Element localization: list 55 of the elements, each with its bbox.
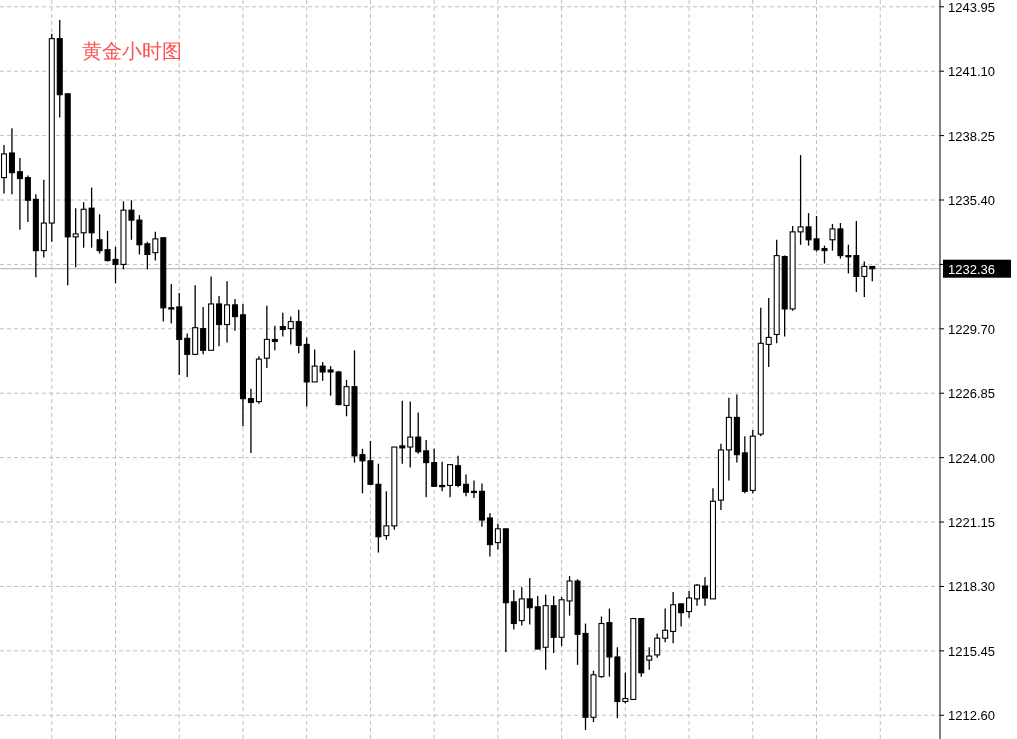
candlestick — [701, 576, 709, 607]
y-tick-label: 1221.15 — [948, 515, 995, 531]
ref-line-label: 1232.36 — [948, 261, 995, 277]
y-tick-label: 1215.45 — [948, 643, 995, 659]
y-tick-label: 1235.40 — [948, 193, 995, 208]
candlestick — [24, 174, 31, 223]
y-tick-label: 1229.70 — [948, 321, 995, 337]
candlestick — [662, 607, 669, 643]
candlestick — [622, 672, 629, 704]
candlestick — [247, 388, 254, 454]
candlestick — [216, 295, 223, 347]
candlestick — [447, 463, 454, 498]
candlestick — [654, 632, 661, 659]
candlestick — [168, 283, 175, 325]
candlestick — [231, 298, 239, 332]
candlestick — [407, 400, 414, 469]
candlestick — [470, 479, 477, 499]
candlestick — [287, 315, 294, 346]
candlestick — [686, 590, 693, 619]
candlestick — [311, 348, 318, 383]
candlestick — [200, 306, 207, 356]
candlestick — [152, 231, 159, 262]
candlestick — [526, 577, 533, 626]
candlestick — [494, 523, 501, 551]
text: 黄金小时图 — [82, 39, 182, 63]
candlestick — [415, 411, 422, 455]
candlestick — [399, 400, 406, 465]
candlestick — [861, 260, 868, 298]
candlestick — [8, 127, 15, 195]
y-tick-label: 1241.10 — [948, 64, 995, 80]
candlestick — [455, 455, 462, 488]
candlestick — [224, 280, 231, 344]
candlestick — [0, 144, 7, 195]
candlestick — [765, 297, 772, 368]
candlestick — [263, 305, 270, 369]
candlestick — [463, 473, 470, 497]
candlestick — [295, 309, 302, 354]
candlestick — [646, 646, 653, 671]
candlestick — [271, 325, 278, 351]
candlestick — [431, 448, 438, 487]
candlestick — [518, 586, 525, 627]
candlestick — [439, 461, 446, 492]
y-tick-label: 1238.25 — [948, 128, 995, 144]
candlestick — [72, 207, 79, 268]
candlestick — [184, 332, 191, 378]
y-tick-label: 1226.85 — [948, 386, 995, 402]
y-tick-label: 1212.60 — [948, 708, 995, 724]
y-tick-label: 1224.00 — [948, 450, 995, 466]
candlestick — [678, 603, 685, 628]
candlestick — [423, 439, 430, 498]
candlestick — [510, 589, 517, 631]
candlestick — [16, 157, 23, 231]
y-tick-label: 1218.30 — [948, 579, 995, 595]
y-tick-label: 1243.95 — [948, 0, 995, 15]
candlestick — [279, 312, 286, 338]
